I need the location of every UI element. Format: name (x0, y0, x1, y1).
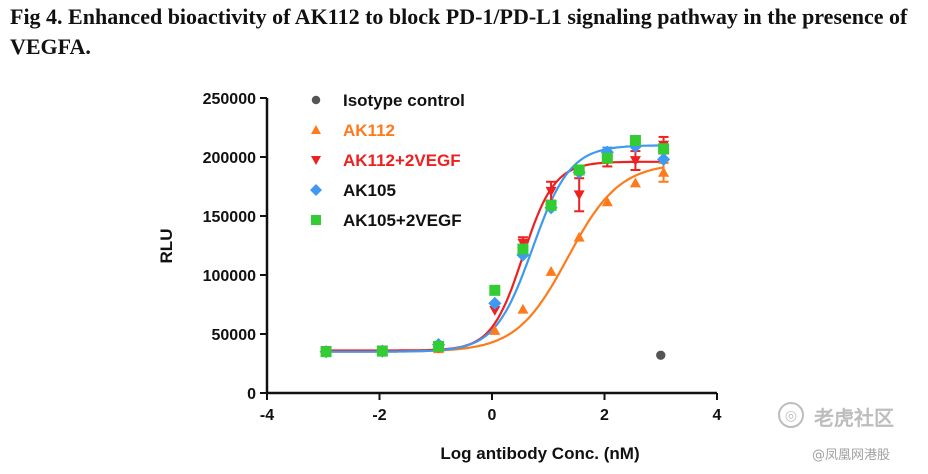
y-tick-label: 50000 (212, 327, 257, 344)
point-ak112-2vegf (629, 156, 641, 167)
legend-label: AK112+2VEGF (343, 151, 461, 170)
point-ak112 (517, 303, 529, 314)
fit-curve-ak105 (323, 144, 664, 353)
legend-label: Isotype control (343, 91, 465, 110)
point-isotype-control (656, 350, 666, 360)
point-ak105-2vegf (320, 346, 332, 358)
x-tick-label: 0 (488, 407, 497, 424)
x-axis-label: Log antibody Conc. (nM) (440, 444, 639, 463)
watermark-logo-icon: ◎ (778, 402, 804, 428)
point-ak112 (545, 265, 557, 276)
x-tick-label: -2 (372, 407, 386, 424)
legend-label: AK105+2VEGF (343, 211, 462, 230)
point-ak105-2vegf (573, 164, 585, 176)
legend-marker (311, 215, 321, 225)
chart-axes: -4 -2 0 2 4 0 50000 100000 150000 200000 250000 (203, 91, 722, 424)
legend-marker (311, 156, 321, 165)
point-ak105-2vegf (489, 284, 501, 296)
point-ak105-2vegf (433, 340, 445, 352)
point-ak105-2vegf (601, 152, 613, 164)
point-ak112-2vegf (573, 190, 585, 201)
legend-marker (311, 125, 321, 134)
x-tick-label: 2 (600, 407, 609, 424)
point-ak112 (629, 177, 641, 188)
y-tick-label: 0 (247, 386, 256, 403)
legend-marker (310, 184, 322, 196)
fit-curves (323, 144, 664, 353)
point-ak105-2vegf (517, 243, 529, 255)
y-tick-label: 100000 (203, 268, 256, 285)
y-axis-label: RLU (157, 229, 176, 264)
point-ak105-2vegf (658, 143, 670, 155)
legend-label: AK112 (343, 121, 395, 140)
point-ak105 (656, 152, 671, 166)
y-tick-label: 150000 (203, 209, 256, 226)
x-tick-label: 4 (713, 407, 722, 424)
y-tick-label: 200000 (203, 150, 256, 167)
point-ak112-2vegf (489, 306, 501, 316)
chart-legend: Isotype control AK112 AK112+2VEGF AK105 AK10… (310, 91, 465, 230)
y-tick-label: 250000 (203, 91, 256, 108)
watermark-name: 老虎社区 (814, 406, 894, 430)
point-ak112 (489, 324, 501, 335)
legend-marker (311, 95, 321, 105)
point-ak105-2vegf (376, 345, 388, 357)
legend-label: AK105 (343, 181, 396, 200)
point-ak112-2vegf (545, 186, 557, 197)
data-points (319, 134, 671, 360)
x-tick-label: -4 (260, 407, 274, 424)
watermark-source: @凤凰网港股 (812, 448, 891, 463)
point-ak105-2vegf (545, 199, 557, 211)
figure-title: Fig 4. Enhanced bioactivity of AK112 to … (10, 4, 908, 59)
point-ak112 (658, 166, 670, 177)
point-ak105 (488, 296, 502, 310)
point-ak105-2vegf (629, 134, 641, 146)
point-ak112 (601, 196, 613, 207)
point-ak112 (573, 231, 585, 242)
